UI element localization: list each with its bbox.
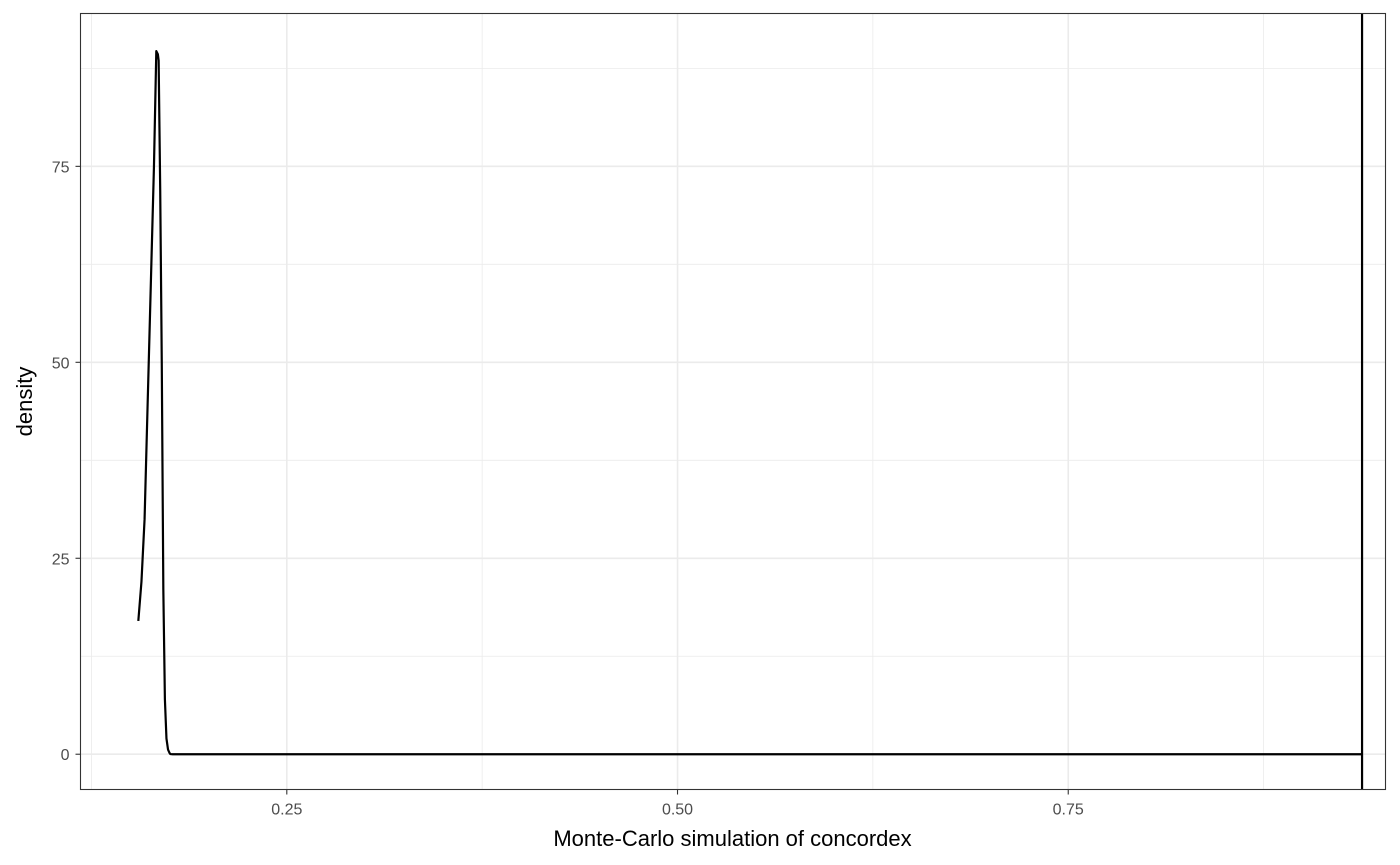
x-axis-title: Monte-Carlo simulation of concordex [553, 826, 911, 851]
panel-background [80, 13, 1386, 790]
x-tick-label: 0.25 [271, 802, 302, 819]
y-tick-label: 25 [52, 551, 70, 568]
x-axis: 0.25 0.50 0.75 [271, 789, 1084, 819]
minor-gridlines [80, 13, 1386, 790]
y-tick-label: 75 [52, 159, 70, 176]
x-tick-label: 0.75 [1053, 802, 1084, 819]
density-line [137, 50, 1363, 756]
y-axis: 0 25 50 75 [52, 159, 81, 764]
series-layer [137, 50, 1363, 756]
y-tick-label: 0 [61, 747, 70, 764]
x-tick-label: 0.50 [662, 802, 693, 819]
y-tick-label: 50 [52, 355, 70, 372]
panel-border [79, 12, 1387, 791]
y-axis-title: density [12, 367, 37, 437]
